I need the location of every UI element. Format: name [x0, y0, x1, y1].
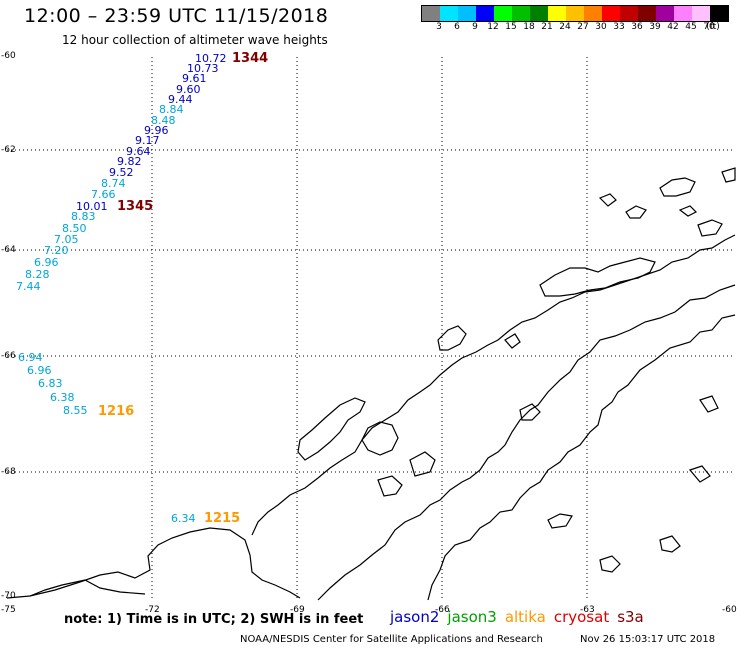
color-swatch: [710, 6, 728, 21]
wave-height-value: 8.83: [71, 210, 96, 223]
wave-height-value: 6.96: [34, 256, 59, 269]
wave-height-value: 9.44: [168, 93, 193, 106]
longitude-label: -75: [1, 605, 16, 615]
wave-height-value: 9.82: [117, 155, 142, 168]
pass-labels: 1344 1345 1216 1215: [98, 51, 268, 526]
wave-height-value: 7.66: [91, 188, 116, 201]
color-swatch: [422, 6, 440, 21]
legend-entry-cryosat: cryosat: [553, 608, 610, 626]
color-swatch: [638, 6, 656, 21]
wave-height-value: 8.50: [62, 222, 87, 235]
longitude-label: -63: [580, 605, 595, 615]
color-scale-label: 70: [703, 22, 715, 32]
color-scale-label: 42: [667, 22, 679, 32]
latitude-label: -66: [1, 351, 16, 361]
color-scale-label: 39: [649, 22, 661, 32]
color-scale-label: 45: [685, 22, 697, 32]
wave-height-value: 7.05: [54, 233, 79, 246]
wave-height-value: 8.84: [159, 103, 184, 116]
color-swatch: [602, 6, 620, 21]
latitude-label: -70: [1, 591, 16, 601]
satellite-legend: jason2 jason3 altika cryosat s3a: [390, 608, 652, 626]
wave-height-value: 8.48: [151, 114, 176, 127]
color-scale-label: 15: [505, 22, 517, 32]
color-scale-label: 24: [559, 22, 571, 32]
wave-height-value: 6.34: [171, 512, 196, 525]
color-swatch: [494, 6, 512, 21]
legend-entry-altika: altika: [504, 608, 546, 626]
color-scale-bar: [421, 5, 729, 22]
color-swatch: [512, 6, 530, 21]
color-swatch: [620, 6, 638, 21]
color-scale-label: 12: [487, 22, 499, 32]
wave-height-value: 8.28: [25, 268, 50, 281]
wave-height-value: 10.72: [195, 52, 227, 65]
latitude-label: -64: [1, 245, 16, 255]
wave-height-value: 6.94: [18, 351, 43, 364]
wave-height-value: 8.74: [101, 177, 126, 190]
color-scale-label: 18: [523, 22, 535, 32]
wave-height-value: 10.73: [187, 62, 219, 75]
footer-credit: NOAA/NESDIS Center for Satellite Applica…: [240, 634, 543, 645]
longitude-label: -60: [722, 605, 737, 615]
longitude-labels: -75 -72 -69 -66 -63 -60: [1, 605, 737, 615]
color-swatch: [440, 6, 458, 21]
pass-number-label: 1216: [98, 404, 134, 419]
color-swatch: [566, 6, 584, 21]
wave-height-value: 9.52: [109, 166, 134, 179]
wave-height-value: 9.96: [144, 124, 169, 137]
latitude-label: -68: [1, 467, 16, 477]
legend-entry-jason3: jason3: [447, 608, 497, 626]
map-title: 12:00 – 23:59 UTC 11/15/2018: [24, 5, 329, 27]
antarctic-coastline: [6, 167, 736, 601]
color-swatch: [476, 6, 494, 21]
color-swatch: [548, 6, 566, 21]
map-grid: [7, 57, 735, 600]
color-scale-label: (ft): [706, 22, 720, 32]
color-scale-label: 27: [577, 22, 589, 32]
latitude-labels: -60 -62 -64 -66 -68 -70: [1, 51, 16, 601]
wave-height-value: 9.64: [126, 145, 151, 158]
longitude-label: -72: [145, 605, 160, 615]
longitude-label: -69: [290, 605, 305, 615]
color-scale-label: 21: [541, 22, 553, 32]
wave-height-value: 9.61: [182, 72, 207, 85]
color-swatch: [458, 6, 476, 21]
color-scale-labels: 3 6 9 12 15 18 21 24 27 30 33 36 39 42 45 70 (ft): [421, 22, 731, 34]
color-scale-label: 9: [472, 22, 478, 32]
pass-number-label: 1215: [204, 511, 240, 526]
color-swatch: [656, 6, 674, 21]
latitude-label: -60: [1, 51, 16, 61]
wave-height-value: 10.01: [76, 200, 108, 213]
wave-height-value: 7.20: [44, 244, 69, 257]
legend-entry-s3a: s3a: [617, 608, 644, 626]
color-swatch: [584, 6, 602, 21]
wave-height-value: 7.44: [16, 280, 41, 293]
color-scale-label: 36: [631, 22, 643, 32]
color-swatch: [692, 6, 710, 21]
color-scale-label: 3: [436, 22, 442, 32]
wave-height-value: 8.55: [63, 404, 88, 417]
pass-number-label: 1344: [232, 51, 268, 66]
wave-height-value: 6.96: [27, 364, 52, 377]
color-scale-label: 6: [454, 22, 460, 32]
pass-number-label: 1345: [117, 199, 153, 214]
wave-height-value: 9.60: [176, 83, 201, 96]
wave-height-labels: 10.7210.739.619.609.448.848.489.969.179.…: [16, 52, 227, 525]
wave-height-value: 6.38: [50, 391, 75, 404]
wave-height-value: 6.83: [38, 377, 63, 390]
footer-timestamp: Nov 26 15:03:17 UTC 2018: [580, 634, 716, 645]
longitude-label: -66: [435, 605, 450, 615]
color-scale-label: 30: [595, 22, 607, 32]
units-note: note: 1) Time is in UTC; 2) SWH is in fe…: [64, 612, 364, 627]
legend-entry-jason2: jason2: [390, 608, 440, 626]
map-subtitle: 12 hour collection of altimeter wave hei…: [62, 33, 328, 47]
color-swatch: [530, 6, 548, 21]
color-scale-label: 33: [613, 22, 625, 32]
latitude-label: -62: [1, 145, 16, 155]
wave-height-value: 9.17: [135, 134, 160, 147]
color-swatch: [674, 6, 692, 21]
